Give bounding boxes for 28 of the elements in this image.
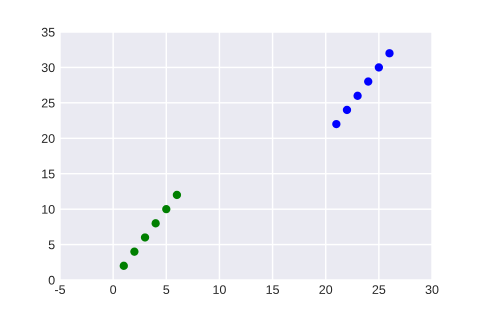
point xyxy=(140,233,150,242)
point xyxy=(385,49,394,58)
point xyxy=(172,190,182,200)
x-tick-label: 25 xyxy=(372,285,386,294)
point xyxy=(364,77,372,86)
point xyxy=(332,120,341,128)
x-tick-label: 0 xyxy=(110,285,116,294)
point xyxy=(342,106,352,114)
point xyxy=(353,92,362,100)
x-tick-label: 5 xyxy=(163,285,170,294)
x-tick-label: -5 xyxy=(55,285,66,294)
y-tick-label: 30 xyxy=(42,63,55,72)
point xyxy=(162,204,170,214)
x-tick-label: 15 xyxy=(266,285,279,294)
x-tick-label: 10 xyxy=(213,285,226,294)
y-tick-label: 25 xyxy=(42,98,55,108)
y-tick-label: 20 xyxy=(42,134,55,143)
point xyxy=(151,219,160,228)
y-tick-label: 10 xyxy=(42,204,55,214)
y-tick-label: 5 xyxy=(48,240,55,250)
y-tick-label: 15 xyxy=(42,170,55,178)
y-tick-label: 0 xyxy=(48,276,55,285)
x-tick-label: 30 xyxy=(426,285,438,294)
point xyxy=(374,63,384,72)
y-tick-label: 35 xyxy=(42,28,55,37)
x-tick-label: 20 xyxy=(319,285,332,294)
point xyxy=(130,247,139,256)
point xyxy=(120,262,128,270)
